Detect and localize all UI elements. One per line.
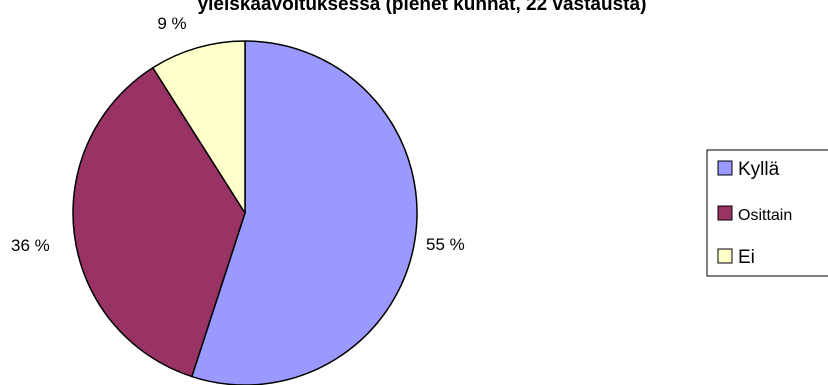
legend-swatch-ei — [717, 248, 733, 264]
pie-slice-ei — [152, 40, 246, 214]
legend-swatch-osittain — [717, 205, 733, 221]
legend-label-ei: Ei — [738, 247, 755, 268]
legend: Kyllä Osittain Ei — [706, 149, 828, 277]
pie-slices — [72, 40, 418, 385]
slice-label-ei: 9 % — [157, 14, 186, 33]
chart-title: yleiskaavoituksessa (pienet kunnat, 22 v… — [198, 0, 647, 15]
slice-label-osittain: 36 % — [11, 236, 50, 255]
legend-label-osittain: Osittain — [738, 207, 792, 224]
pie-labels: 55 % 36 % 9 % — [11, 14, 465, 255]
legend-swatch-kyllä — [717, 160, 733, 176]
pie-slice-kyllä — [191, 40, 418, 385]
slice-label-kyllä: 55 % — [426, 235, 465, 254]
legend-label-kyllä: Kyllä — [738, 159, 780, 180]
pie-slice-osittain — [72, 67, 246, 378]
